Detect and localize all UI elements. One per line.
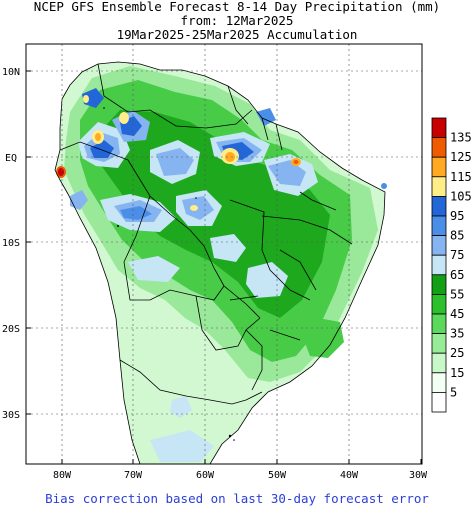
precipitation-field bbox=[26, 44, 422, 464]
legend-label: 135 bbox=[450, 131, 472, 145]
forecast-init-date: from: 12Mar2025 bbox=[180, 13, 294, 28]
legend-swatch bbox=[431, 176, 447, 197]
legend-swatch bbox=[431, 313, 447, 335]
lon-label: 30W bbox=[409, 470, 428, 481]
legend-swatch bbox=[431, 117, 447, 139]
legend-label: 115 bbox=[450, 170, 472, 184]
legend-swatch bbox=[431, 137, 447, 158]
bias-correction-note: Bias correction based on last 30-day for… bbox=[45, 491, 429, 506]
legend-swatch bbox=[431, 254, 447, 276]
legend-label: 55 bbox=[450, 287, 464, 301]
legend-label: 95 bbox=[450, 209, 464, 223]
lat-lon-grid bbox=[26, 44, 422, 464]
legend-label: 125 bbox=[450, 150, 472, 164]
lat-label: EQ bbox=[5, 153, 17, 164]
legend-label: 15 bbox=[450, 366, 464, 380]
legend-swatch bbox=[431, 352, 447, 374]
legend-swatch bbox=[431, 215, 447, 237]
lon-label: 60W bbox=[196, 470, 215, 481]
accumulation-period: 19Mar2025-25Mar2025 Accumulation bbox=[116, 27, 358, 42]
lon-label: 70W bbox=[124, 470, 143, 481]
legend-label: 105 bbox=[450, 189, 472, 203]
precipitation-color-legend: 135 125 115 105 95 85 75 65 55 45 35 25 15 5 bbox=[431, 117, 472, 413]
legend-swatch bbox=[431, 293, 447, 315]
legend-swatch bbox=[431, 195, 447, 217]
legend-label: 45 bbox=[450, 307, 464, 321]
map-title: NCEP GFS Ensemble Forecast 8-14 Day Prec… bbox=[33, 0, 441, 14]
legend-label: 75 bbox=[450, 248, 464, 262]
map-frame bbox=[25, 43, 423, 465]
lon-label: 80W bbox=[53, 470, 72, 481]
legend-swatch bbox=[431, 372, 447, 393]
legend-label: 5 bbox=[450, 385, 457, 399]
legend-swatch bbox=[431, 156, 447, 178]
legend-swatch bbox=[431, 391, 447, 413]
lat-label: 30S bbox=[2, 410, 20, 421]
lon-label: 40W bbox=[340, 470, 359, 481]
legend-swatch bbox=[431, 274, 447, 295]
legend-label: 65 bbox=[450, 268, 464, 282]
lat-label: 20S bbox=[2, 324, 20, 335]
legend-label: 25 bbox=[450, 346, 464, 360]
legend-swatch bbox=[431, 235, 447, 256]
lat-label: 10N bbox=[2, 67, 20, 78]
legend-label: 85 bbox=[450, 229, 464, 243]
lon-label: 50W bbox=[268, 470, 287, 481]
lat-label: 10S bbox=[2, 238, 20, 249]
legend-label: 35 bbox=[450, 327, 464, 341]
country-borders bbox=[54, 61, 386, 464]
legend-swatch bbox=[431, 333, 447, 354]
